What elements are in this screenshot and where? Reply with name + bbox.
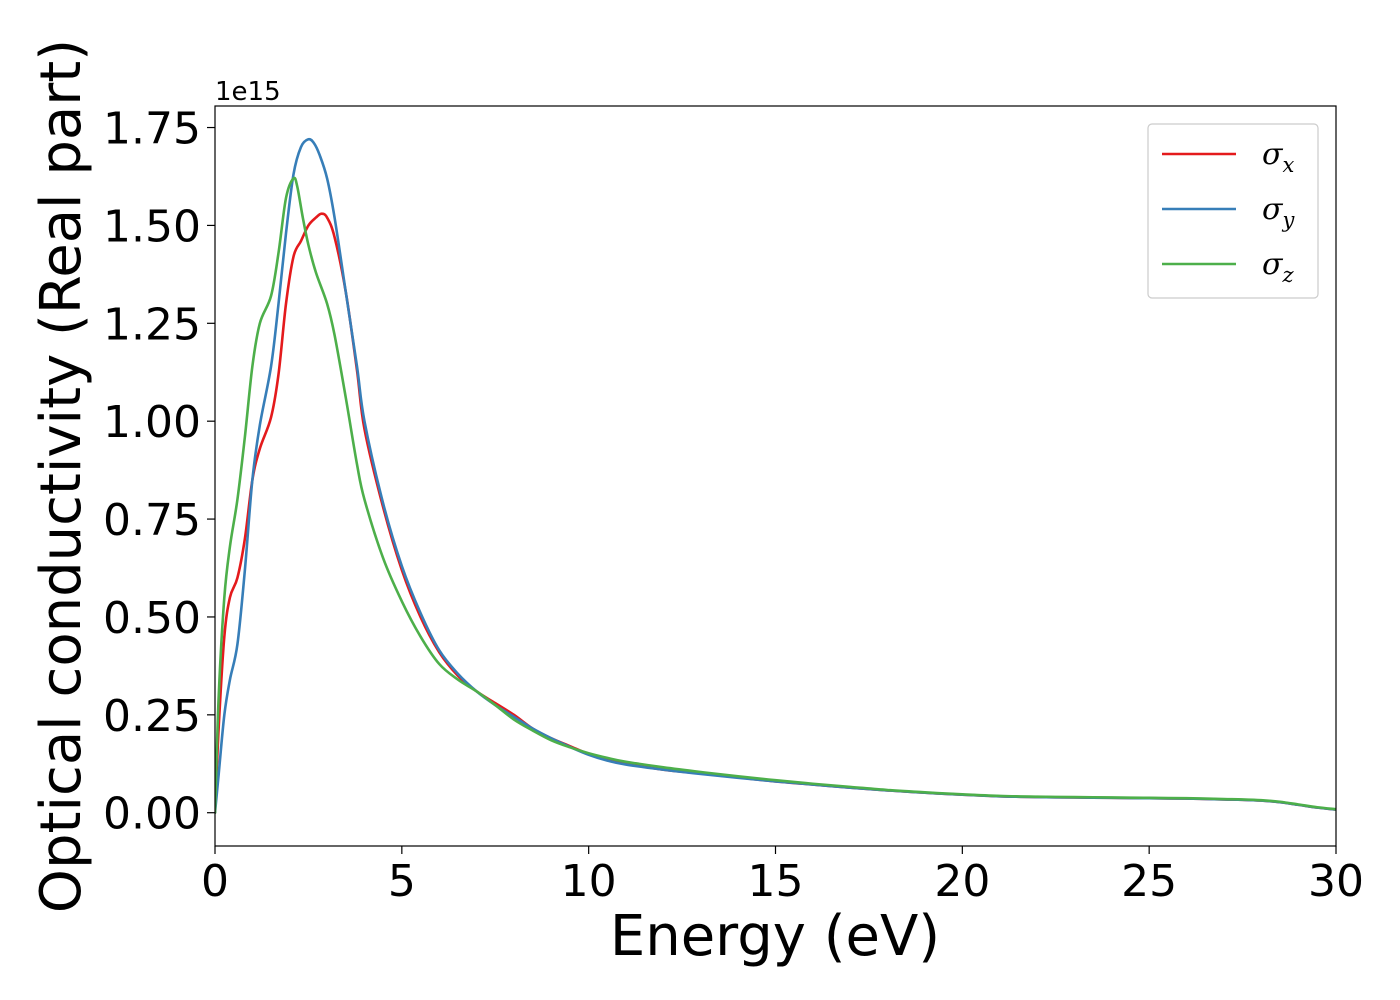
legend: σx σy σz <box>1147 123 1319 299</box>
y-axis-title: Optical conductivity (Real part) <box>29 39 94 913</box>
x-tick-label: 10 <box>561 856 617 907</box>
x-axis: 0 5 10 15 20 25 30 <box>201 846 1364 907</box>
legend-label-y: σy <box>1262 192 1295 232</box>
x-tick-label: 0 <box>201 856 229 907</box>
x-tick-label: 20 <box>934 856 990 907</box>
series-layer <box>215 137 1336 815</box>
y-offset-text: 1e15 <box>215 77 281 107</box>
y-axis: 0.00 0.25 0.50 0.75 1.00 1.25 1.50 1.75 <box>103 104 215 840</box>
legend-label-z: σz <box>1262 247 1294 287</box>
y-tick-label: 0.50 <box>103 593 201 644</box>
legend-label-x: σx <box>1262 137 1294 177</box>
x-tick-label: 30 <box>1308 856 1364 907</box>
y-tick-label: 1.00 <box>103 397 201 448</box>
y-tick-label: 0.25 <box>103 691 201 742</box>
x-axis-title: Energy (eV) <box>610 904 940 969</box>
y-tick-label: 0.00 <box>103 789 201 840</box>
legend-frame <box>1147 123 1319 299</box>
y-tick-label: 1.25 <box>103 299 201 350</box>
x-tick-label: 15 <box>748 856 804 907</box>
y-tick-label: 0.75 <box>103 495 201 546</box>
x-tick-label: 25 <box>1121 856 1177 907</box>
x-tick-label: 5 <box>388 856 416 907</box>
y-tick-label: 1.50 <box>103 201 201 252</box>
y-tick-label: 1.75 <box>103 104 201 155</box>
series-line-z <box>215 176 1336 815</box>
